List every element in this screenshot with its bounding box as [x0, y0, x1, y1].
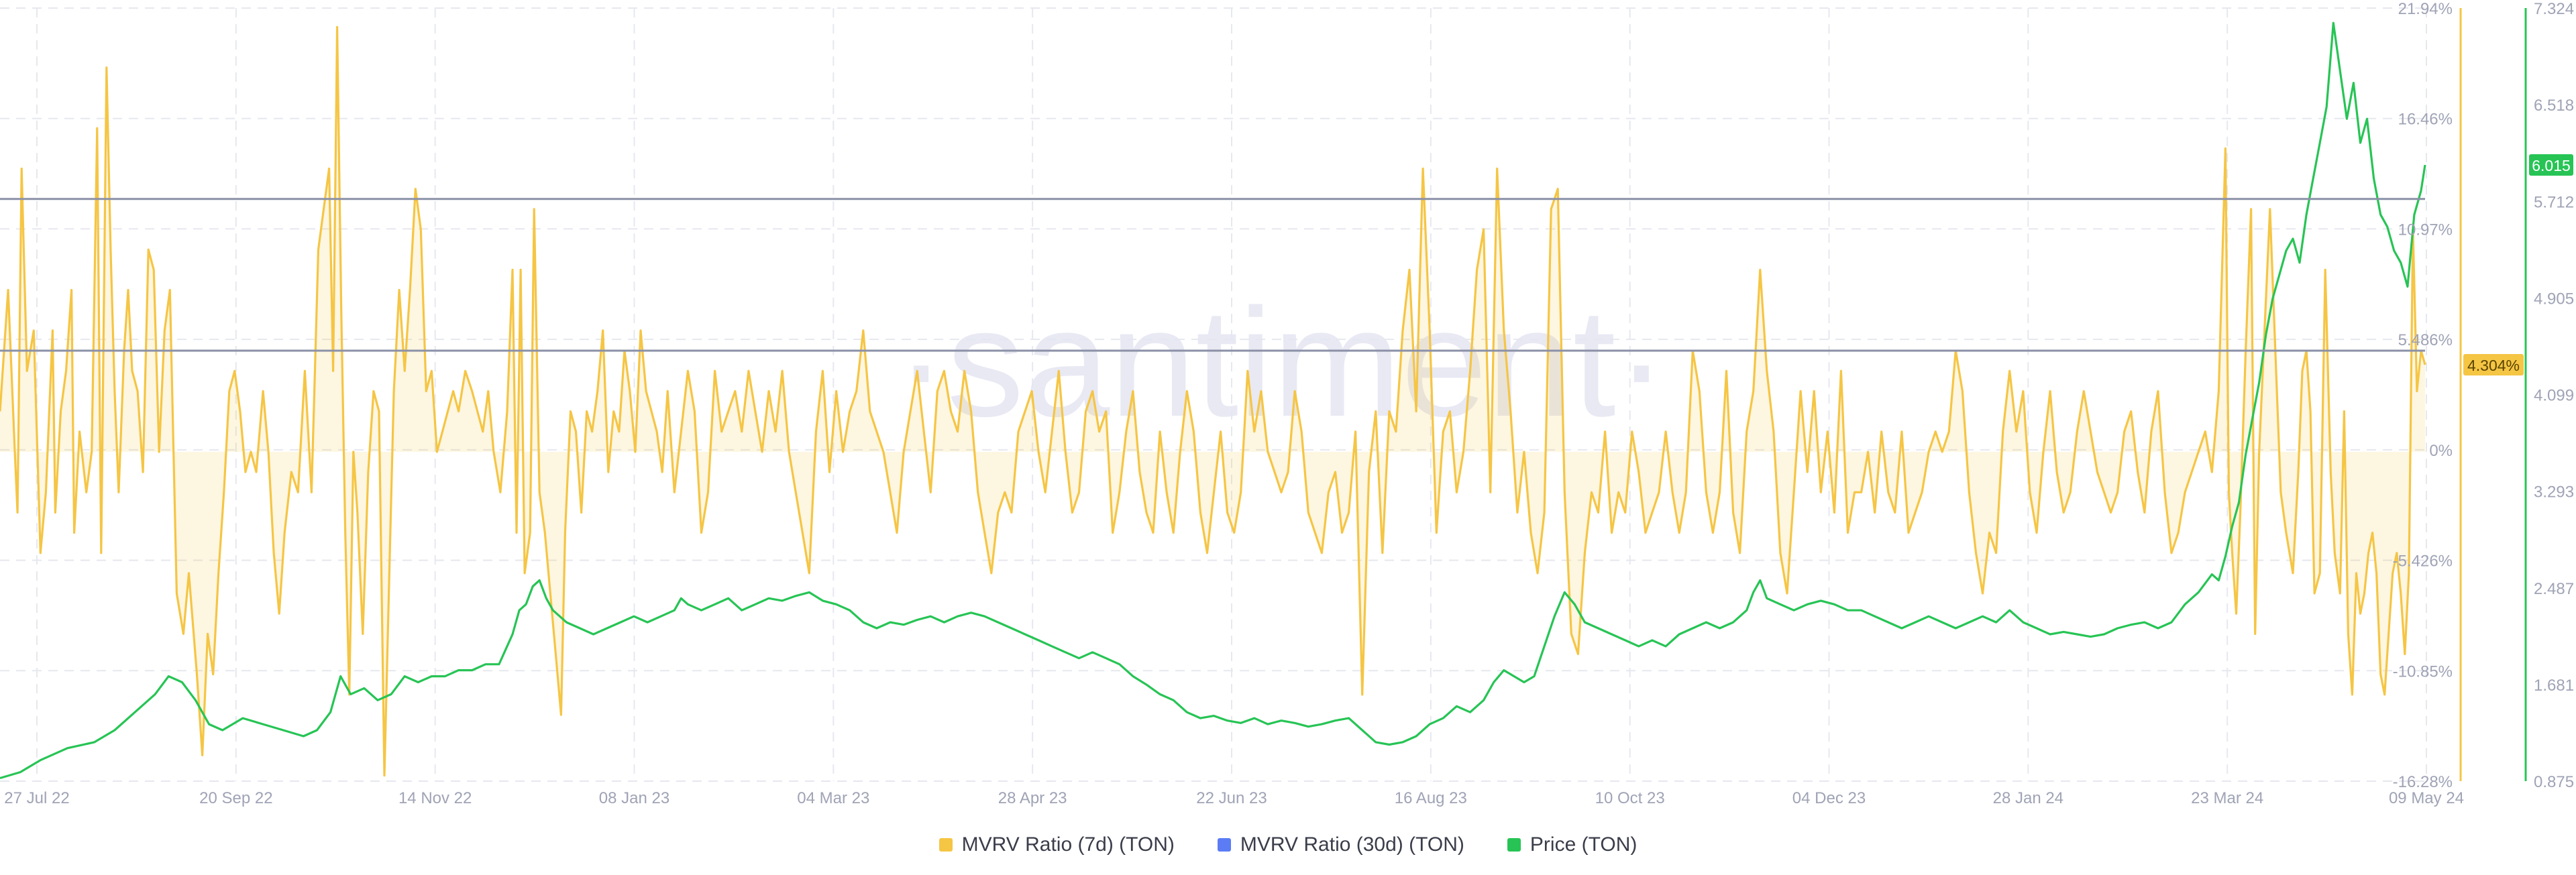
y-left-tick-label: 0% — [2429, 442, 2453, 460]
y-right-tick-label: 4.905 — [2534, 290, 2574, 308]
x-tick-label: 14 Nov 22 — [398, 789, 472, 807]
x-tick-label: 20 Sep 22 — [199, 789, 272, 807]
current-price-label: 6.015 — [2532, 157, 2571, 174]
axes: 21.94% 16.46% 10.97% 5.486% 0% -5.426% -10.85%… — [2393, 0, 2574, 791]
y-right-tick-label: 3.293 — [2534, 483, 2574, 502]
y-left-tick-label: 10.97% — [2398, 221, 2453, 239]
current-price-badge — [2529, 154, 2573, 176]
x-tick-label: 23 Mar 24 — [2191, 789, 2263, 807]
y-right-tick-label: 7.324 — [2534, 0, 2574, 18]
y-left-tick-label: 5.486% — [2398, 331, 2453, 349]
y-right-tick-label: 2.487 — [2534, 580, 2574, 598]
legend-item-price[interactable]: Price (TON) — [1507, 833, 1637, 856]
x-tick-label: 08 Jan 23 — [599, 789, 669, 807]
y-left-tick-label: 16.46% — [2398, 111, 2453, 129]
x-tick-label: 09 May 24 — [2389, 789, 2464, 807]
x-tick-label: 22 Jun 23 — [1196, 789, 1267, 807]
x-tick-label: 28 Apr 23 — [998, 789, 1067, 807]
legend-item-mvrv-30d[interactable]: MVRV Ratio (30d) (TON) — [1217, 833, 1464, 856]
x-tick-label: 04 Dec 23 — [1792, 789, 1866, 807]
y-left-tick-label: -10.85% — [2393, 662, 2453, 681]
legend-item-mvrv-7d[interactable]: MVRV Ratio (7d) (TON) — [938, 833, 1175, 856]
x-tick-label: 10 Oct 23 — [1595, 789, 1665, 807]
legend-swatch-price — [1507, 838, 1521, 852]
y-right-tick-label: 6.518 — [2534, 97, 2574, 115]
mvrv-7d-line — [0, 25, 2426, 777]
x-tick-label: 27 Jul 22 — [4, 789, 69, 807]
x-tick-label: 16 Aug 23 — [1395, 789, 1467, 807]
x-tick-label: 04 Mar 23 — [797, 789, 869, 807]
watermark: ·santiment· — [896, 276, 1667, 449]
legend: MVRV Ratio (7d) (TON) MVRV Ratio (30d) (… — [0, 826, 2576, 864]
current-mvrv-label: 4.304% — [2467, 357, 2520, 374]
y-right-tick-label: 0.875 — [2534, 773, 2574, 791]
y-left-tick-label: -16.28% — [2393, 773, 2453, 791]
x-axis-ticks: 27 Jul 22 20 Sep 22 14 Nov 22 08 Jan 23 04 M… — [4, 789, 2464, 807]
y-right-tick-label: 4.099 — [2534, 387, 2574, 405]
price-line — [0, 21, 2426, 780]
threshold-lines — [0, 198, 2425, 352]
legend-label-mvrv-7d: MVRV Ratio (7d) (TON) — [961, 833, 1175, 856]
y-right-tick-label: 1.681 — [2534, 677, 2574, 695]
y-left-tick-label: 21.94% — [2398, 0, 2453, 18]
legend-swatch-mvrv-7d — [938, 838, 953, 852]
y-left-tick-label: -5.426% — [2393, 552, 2453, 571]
series-layer — [0, 21, 2426, 780]
legend-label-price: Price (TON) — [1529, 833, 1638, 856]
y-right-tick-label: 5.712 — [2534, 193, 2574, 211]
legend-label-mvrv-30d: MVRV Ratio (30d) (TON) — [1240, 833, 1464, 856]
legend-swatch-mvrv-30d — [1217, 838, 1231, 852]
x-tick-label: 28 Jan 24 — [1993, 789, 2063, 807]
current-mvrv-badge — [2463, 354, 2524, 376]
